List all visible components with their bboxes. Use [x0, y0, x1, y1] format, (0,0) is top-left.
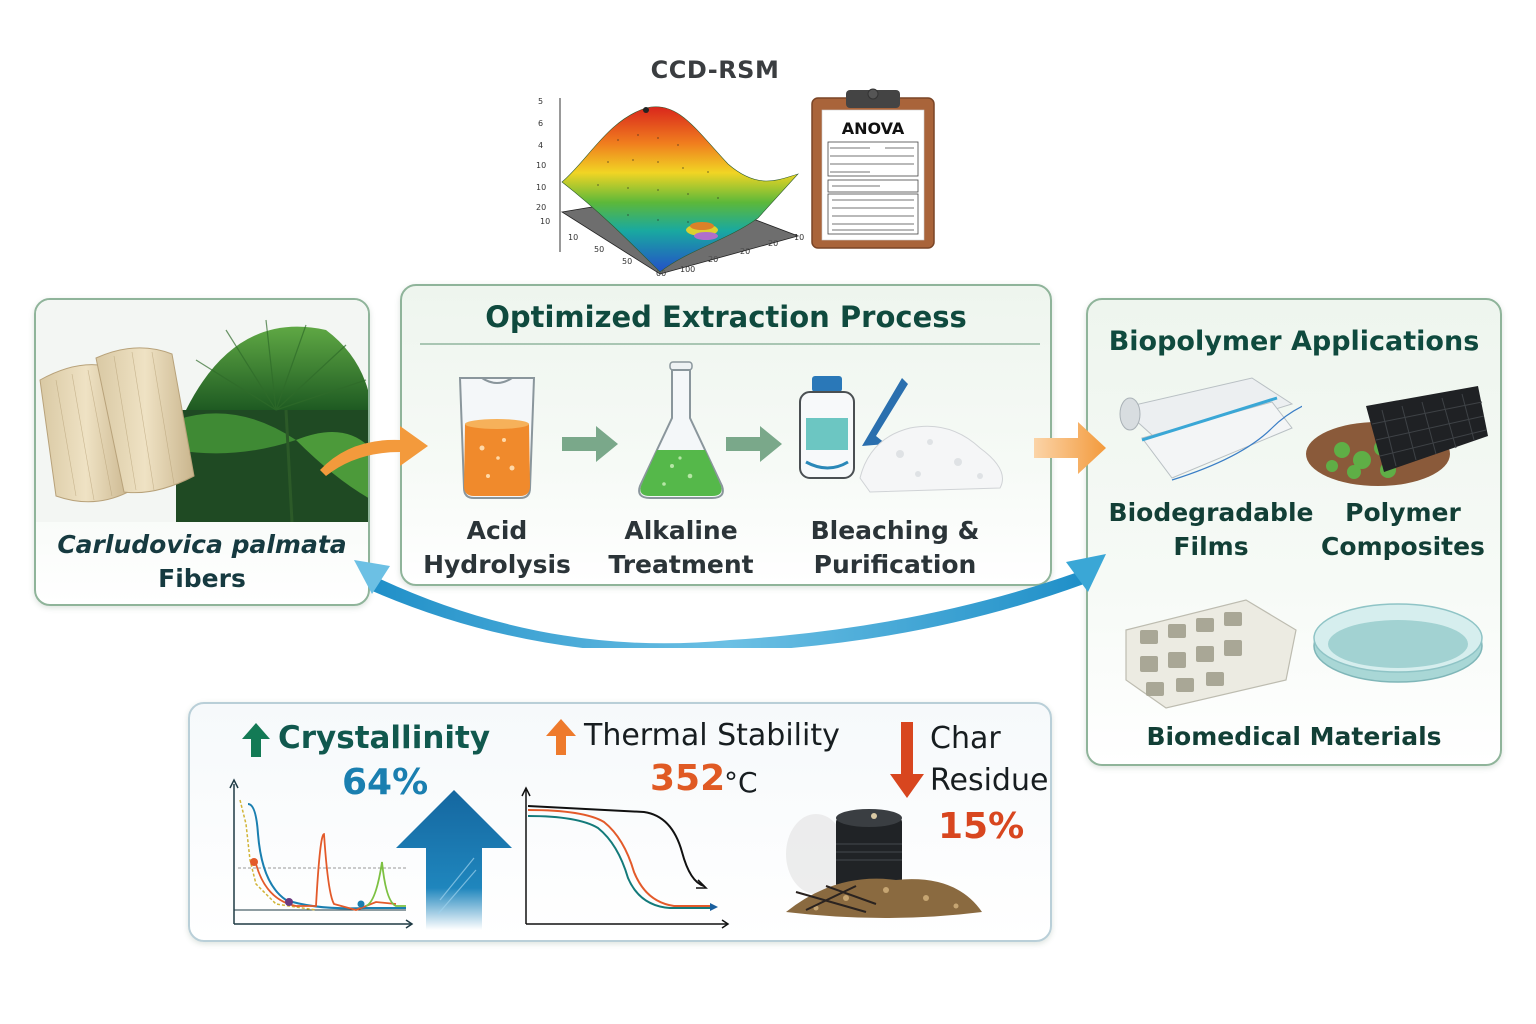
app-label: Biomedical Materials — [1146, 722, 1442, 751]
polymer-composite-icon — [1306, 386, 1488, 486]
svg-text:10: 10 — [794, 233, 804, 242]
biopolymer-applications-panel: Biopolymer Applications Biodegradable Fi… — [1086, 298, 1502, 766]
app-biodegradable-films: Biodegradable Films — [1106, 496, 1316, 564]
step-label-line2: Treatment — [608, 550, 754, 579]
step-label-line2: Purification — [813, 550, 977, 579]
arrow-up-icon — [242, 722, 270, 757]
tga-curve-chart-icon — [521, 786, 730, 929]
results-panel: Crystallinity 64% Thermal Stability 352 … — [188, 702, 1052, 942]
biodegradable-film-roll-icon — [1119, 377, 1302, 481]
source-fibers-label: Carludovica palmata Fibers — [36, 528, 368, 596]
app-label-line2: Composites — [1321, 532, 1485, 561]
app-label-line1: Polymer — [1345, 498, 1461, 527]
app-biomedical-materials: Biomedical Materials — [1088, 720, 1500, 754]
step-acid-hydrolysis: Acid Hydrolysis — [412, 358, 582, 582]
svg-text:20: 20 — [740, 247, 750, 256]
thermal-stability-value: 352 — [650, 758, 726, 799]
svg-text:10: 10 — [540, 217, 550, 226]
step-bleaching-purification: Bleaching & Purification — [790, 358, 1003, 582]
arrow-down-icon — [890, 722, 924, 798]
step-label-line1: Acid — [466, 516, 528, 545]
process-title: Optimized Extraction Process — [485, 300, 967, 334]
source-to-process-arrow-icon — [320, 426, 428, 476]
arrow-up-icon — [546, 718, 576, 755]
bottle-and-powder-icon — [799, 376, 1003, 493]
svg-text:20: 20 — [536, 203, 546, 212]
char-residue-label-line1: Char — [930, 721, 1001, 756]
thermal-stability-metric: Thermal Stability — [546, 718, 840, 755]
svg-text:10: 10 — [536, 183, 546, 192]
erlenmeyer-flask-icon — [638, 361, 724, 499]
xrd-pattern-chart-icon — [229, 778, 414, 929]
char-residue-label-line2: Residue — [930, 763, 1049, 798]
svg-text:4: 4 — [538, 141, 543, 150]
source-fibers-panel: Carludovica palmata Fibers — [34, 298, 370, 606]
fibers-word: Fibers — [158, 564, 246, 593]
step-arrow-icon — [562, 426, 618, 462]
beaker-icon — [458, 377, 536, 499]
step-alkaline-treatment: Alkaline Treatment — [596, 358, 766, 582]
char-residue-metric: Char Residue — [930, 718, 1048, 802]
svg-text:100: 100 — [680, 265, 695, 274]
svg-text:20: 20 — [768, 239, 778, 248]
thermal-stability-label: Thermal Stability — [584, 718, 840, 753]
step-label-line1: Alkaline — [624, 516, 738, 545]
char-residue-pile-icon — [786, 809, 982, 918]
applications-title: Biopolymer Applications — [1108, 326, 1480, 357]
step-label-line2: Hydrolysis — [423, 550, 571, 579]
title-divider — [420, 343, 1040, 345]
crystallinity-value: 64% — [342, 762, 429, 803]
svg-text:5: 5 — [538, 97, 543, 106]
extraction-process-panel: Optimized Extraction Process Acid Hydrol… — [400, 284, 1052, 586]
petri-dish-icon — [1313, 603, 1483, 683]
ccd-rsm-title: CCD-RSM — [650, 56, 780, 84]
species-name: Carludovica palmata — [57, 530, 347, 559]
step-arrow-icon — [726, 426, 782, 462]
big-increase-arrow-icon — [396, 790, 512, 930]
app-label-line2: Films — [1173, 532, 1249, 561]
anova-clipboard-icon: ANOVA — [811, 88, 935, 249]
svg-text:6: 6 — [538, 119, 543, 128]
thermal-stability-unit: °C — [724, 766, 758, 799]
svg-text:50: 50 — [622, 257, 632, 266]
app-polymer-composites: Polymer Composites — [1308, 496, 1498, 564]
svg-text:50: 50 — [594, 245, 604, 254]
svg-text:10: 10 — [536, 161, 546, 170]
svg-text:ANOVA: ANOVA — [842, 119, 905, 138]
process-to-applications-arrow-icon — [1034, 422, 1106, 474]
palm-fibers-image — [36, 300, 368, 522]
svg-text:10: 10 — [568, 233, 578, 242]
crystallinity-label: Crystallinity — [278, 720, 491, 756]
feedback-loop-arrow-icon — [354, 554, 1106, 648]
step-label-line1: Bleaching & — [810, 516, 980, 545]
char-residue-value: 15% — [938, 806, 1025, 847]
biomedical-scaffold-icon — [1125, 599, 1297, 709]
app-label-line1: Biodegradable — [1108, 498, 1314, 527]
crystallinity-metric: Crystallinity — [242, 720, 490, 757]
